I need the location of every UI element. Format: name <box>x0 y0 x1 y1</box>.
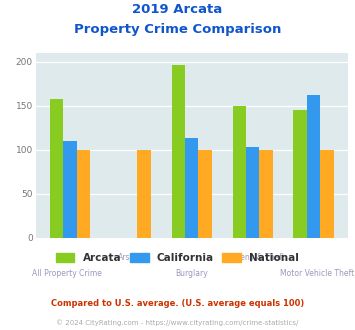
Text: All Property Crime: All Property Crime <box>32 269 102 278</box>
Bar <box>246 147 260 238</box>
Text: Property Crime Comparison: Property Crime Comparison <box>74 23 281 36</box>
Bar <box>171 65 185 238</box>
Bar <box>137 149 151 238</box>
Bar <box>77 149 90 238</box>
Legend: Arcata, California, National: Arcata, California, National <box>51 248 304 267</box>
Text: 2019 Arcata: 2019 Arcata <box>132 3 223 16</box>
Text: Larceny & Theft: Larceny & Theft <box>224 253 285 262</box>
Bar <box>307 95 320 238</box>
Bar <box>50 99 63 238</box>
Bar <box>63 141 77 238</box>
Bar <box>185 138 198 238</box>
Bar <box>233 106 246 238</box>
Bar <box>294 110 307 238</box>
Bar <box>198 149 212 238</box>
Text: Burglary: Burglary <box>175 269 208 278</box>
Bar <box>320 149 334 238</box>
Text: Compared to U.S. average. (U.S. average equals 100): Compared to U.S. average. (U.S. average … <box>51 299 304 308</box>
Text: Arson: Arson <box>118 253 140 262</box>
Bar <box>260 149 273 238</box>
Text: © 2024 CityRating.com - https://www.cityrating.com/crime-statistics/: © 2024 CityRating.com - https://www.city… <box>56 319 299 326</box>
Text: Motor Vehicle Theft: Motor Vehicle Theft <box>279 269 354 278</box>
